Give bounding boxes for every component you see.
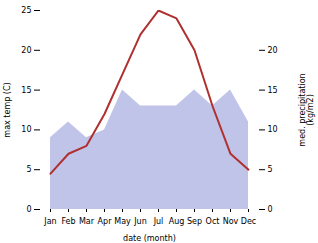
svg-text:Jul: Jul <box>153 217 164 226</box>
svg-text:Feb: Feb <box>61 217 75 226</box>
svg-text:5: 5 <box>268 165 273 174</box>
svg-text:max temp (C): max temp (C) <box>3 82 12 137</box>
svg-text:Sep: Sep <box>187 217 202 226</box>
svg-text:Nov: Nov <box>223 217 239 226</box>
svg-text:15: 15 <box>268 86 278 95</box>
svg-text:med. precipitation(kg/m2): med. precipitation(kg/m2) <box>298 73 315 146</box>
svg-text:5: 5 <box>26 165 31 174</box>
svg-text:Dec: Dec <box>241 217 256 226</box>
svg-text:Jan: Jan <box>43 217 56 226</box>
svg-text:Aug: Aug <box>169 217 185 226</box>
svg-text:May: May <box>114 217 131 226</box>
svg-text:Apr: Apr <box>98 217 113 226</box>
svg-text:date (month): date (month) <box>123 234 176 243</box>
svg-text:25: 25 <box>21 6 31 15</box>
svg-text:Oct: Oct <box>206 217 220 226</box>
svg-text:0: 0 <box>26 205 31 214</box>
svg-text:Mar: Mar <box>79 217 95 226</box>
svg-text:Jun: Jun <box>133 217 147 226</box>
svg-text:15: 15 <box>21 86 31 95</box>
svg-text:0: 0 <box>268 205 273 214</box>
svg-text:10: 10 <box>268 125 278 134</box>
svg-text:20: 20 <box>21 46 31 55</box>
svg-text:20: 20 <box>268 46 278 55</box>
svg-text:10: 10 <box>21 125 31 134</box>
